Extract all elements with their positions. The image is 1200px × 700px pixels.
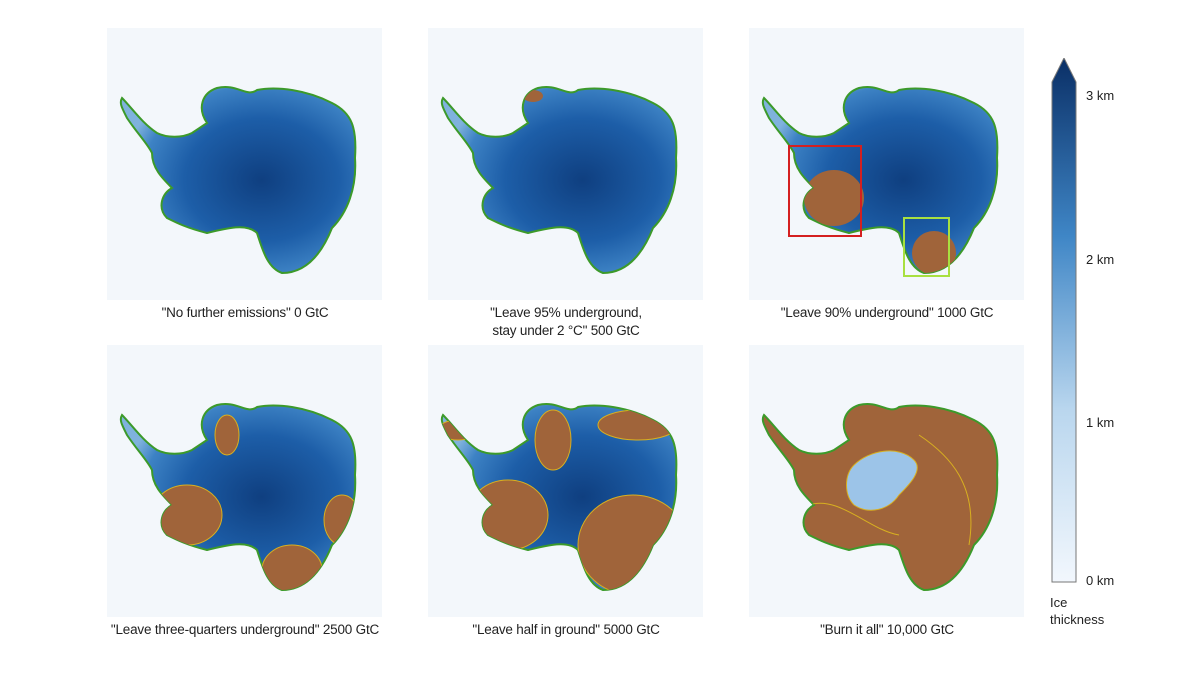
colorbar-label-line-2: thickness [1050, 612, 1105, 627]
antarctica-map [119, 402, 357, 591]
caption-panel-2: "Leave 95% underground, stay under 2 °C"… [401, 304, 731, 340]
colorbar-tick-1km: 1 km [1086, 415, 1115, 430]
antarctica-map [761, 402, 999, 591]
caption-line-1: "Leave 95% underground, [490, 305, 642, 320]
map-panel-leave-three-quarters [107, 345, 382, 617]
antarctica-map [761, 85, 999, 277]
highlight-box-red [788, 145, 862, 237]
caption-panel-6: "Burn it all" 10,000 GtC [820, 622, 954, 637]
colorbar-label: Ice thickness [1050, 594, 1104, 628]
highlight-box-green [903, 217, 950, 277]
caption-panel-4: "Leave three-quarters underground" 2500 … [110, 622, 380, 637]
caption-panel-3: "Leave 90% underground" 1000 GtC [780, 305, 994, 320]
map-panel-burn-it-all [749, 345, 1024, 617]
map-panel-no-further-emissions [107, 28, 382, 300]
caption-line-2: stay under 2 °C" 500 GtC [492, 323, 640, 338]
antarctica-map [440, 85, 678, 274]
antarctica-map [440, 402, 678, 591]
map-panel-leave-90-percent [749, 28, 1024, 300]
colorbar-label-line-1: Ice [1050, 595, 1068, 610]
antarctica-map [119, 85, 357, 274]
colorbar-tick-2km: 2 km [1086, 252, 1115, 267]
caption-panel-5: "Leave half in ground" 5000 GtC [472, 622, 660, 637]
ice-thickness-colorbar [1051, 58, 1077, 583]
caption-panel-1: "No further emissions" 0 GtC [161, 305, 329, 320]
colorbar-tick-3km: 3 km [1086, 88, 1115, 103]
map-panel-leave-half [428, 345, 703, 617]
map-panel-leave-95-percent [428, 28, 703, 300]
colorbar-tick-0km: 0 km [1086, 573, 1115, 588]
